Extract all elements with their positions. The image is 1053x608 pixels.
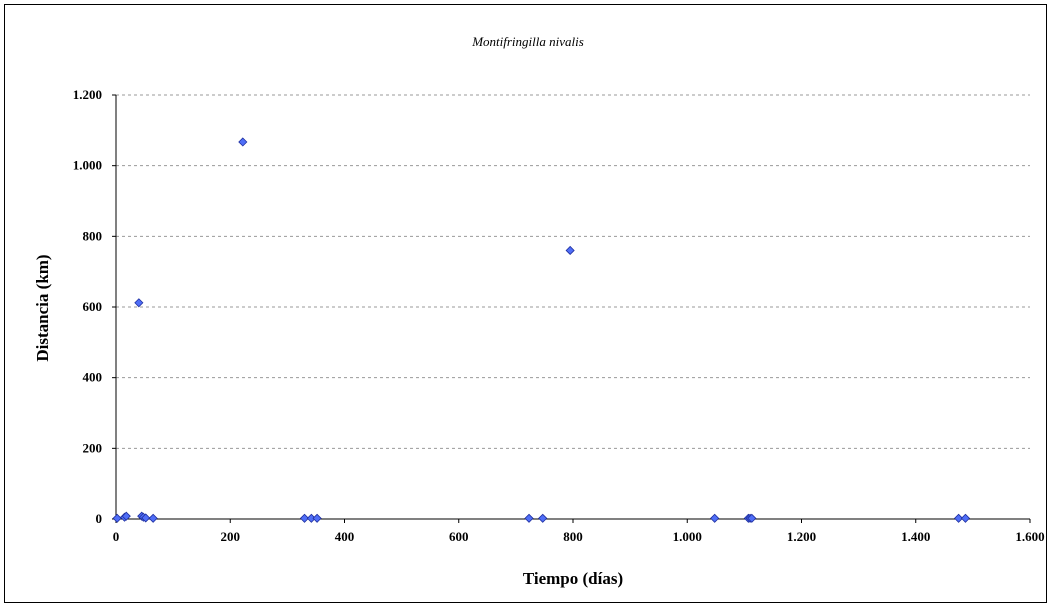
x-tick-label: 1.200 <box>787 529 816 544</box>
data-point <box>960 513 971 523</box>
x-tick-label: 1.000 <box>673 529 702 544</box>
y-tick-label: 400 <box>83 370 103 385</box>
y-tick-label: 600 <box>83 299 103 314</box>
data-points <box>112 137 971 523</box>
x-tick-label: 1.400 <box>901 529 930 544</box>
y-tick-label: 1.200 <box>73 87 102 102</box>
data-point <box>112 513 122 523</box>
data-point <box>312 513 322 523</box>
x-tick-label: 800 <box>563 529 583 544</box>
x-tick-label: 1.600 <box>1015 529 1044 544</box>
data-point <box>238 137 248 147</box>
data-point <box>538 513 548 523</box>
x-tick-label: 200 <box>221 529 241 544</box>
y-tick-label: 0 <box>96 511 103 526</box>
tick-labels: 0 200 400 600 800 1.000 1.200 0 200 400 600 800 1.00… <box>73 87 1045 544</box>
chart-frame <box>4 4 1047 603</box>
x-tick-label: 600 <box>449 529 469 544</box>
axes <box>112 94 1031 523</box>
data-point <box>134 298 144 308</box>
data-point <box>148 513 158 523</box>
y-tick-label: 200 <box>83 440 103 455</box>
y-tick-label: 800 <box>83 228 103 243</box>
data-point <box>524 513 534 523</box>
y-tick-label: 1.000 <box>73 158 102 173</box>
data-point <box>141 513 151 523</box>
data-point <box>747 513 757 523</box>
x-tick-label: 400 <box>335 529 355 544</box>
data-point <box>121 511 131 521</box>
data-point <box>299 513 310 523</box>
grid-lines <box>116 94 1030 449</box>
y-axis-label: Distancia (km) <box>33 254 52 361</box>
chart-title: Montifringilla nivalis <box>471 34 584 49</box>
data-point <box>710 513 720 523</box>
x-tick-label: 0 <box>113 529 120 544</box>
data-point <box>954 513 964 523</box>
data-point <box>565 245 575 256</box>
x-axis-label: Tiempo (días) <box>523 569 623 588</box>
